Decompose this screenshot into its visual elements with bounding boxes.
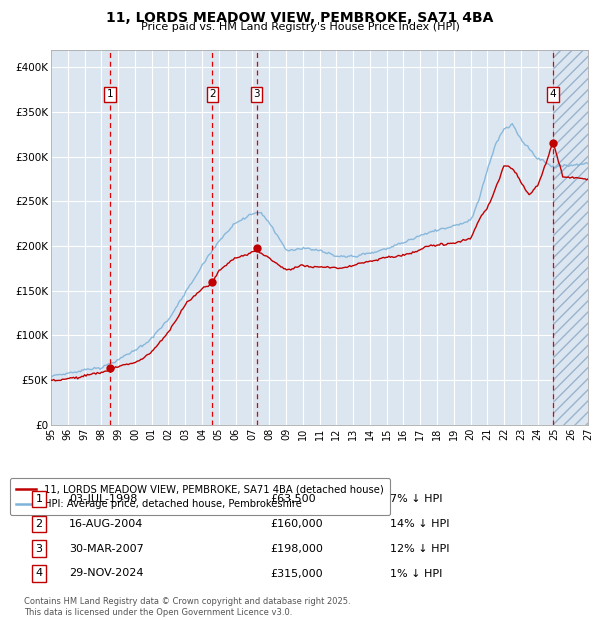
Text: £160,000: £160,000 [270, 519, 323, 529]
Text: Contains HM Land Registry data © Crown copyright and database right 2025.
This d: Contains HM Land Registry data © Crown c… [24, 598, 350, 617]
Text: 12% ↓ HPI: 12% ↓ HPI [390, 544, 449, 554]
Text: £63,500: £63,500 [270, 494, 316, 504]
Text: 4: 4 [35, 569, 43, 578]
Text: 14% ↓ HPI: 14% ↓ HPI [390, 519, 449, 529]
Text: 1% ↓ HPI: 1% ↓ HPI [390, 569, 442, 578]
Text: 1: 1 [106, 89, 113, 99]
Text: £198,000: £198,000 [270, 544, 323, 554]
Text: Price paid vs. HM Land Registry's House Price Index (HPI): Price paid vs. HM Land Registry's House … [140, 22, 460, 32]
Legend: 11, LORDS MEADOW VIEW, PEMBROKE, SA71 4BA (detached house), HPI: Average price, : 11, LORDS MEADOW VIEW, PEMBROKE, SA71 4B… [10, 479, 390, 515]
Text: 11, LORDS MEADOW VIEW, PEMBROKE, SA71 4BA: 11, LORDS MEADOW VIEW, PEMBROKE, SA71 4B… [106, 11, 494, 25]
Text: 16-AUG-2004: 16-AUG-2004 [69, 519, 143, 529]
Text: £315,000: £315,000 [270, 569, 323, 578]
Text: 2: 2 [35, 519, 43, 529]
Text: 3: 3 [253, 89, 260, 99]
Text: 3: 3 [35, 544, 43, 554]
Text: 1: 1 [35, 494, 43, 504]
Text: 29-NOV-2024: 29-NOV-2024 [69, 569, 143, 578]
Text: 7% ↓ HPI: 7% ↓ HPI [390, 494, 443, 504]
Bar [553, 50, 588, 425]
Text: 4: 4 [550, 89, 556, 99]
Text: 30-MAR-2007: 30-MAR-2007 [69, 544, 144, 554]
Text: 2: 2 [209, 89, 216, 99]
Text: 03-JUL-1998: 03-JUL-1998 [69, 494, 137, 504]
